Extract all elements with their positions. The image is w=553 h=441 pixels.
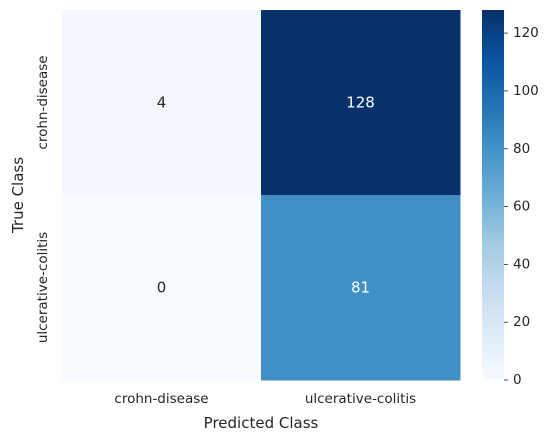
cell-annotations: 4 128 0 81	[157, 94, 375, 297]
y-axis-label: True Class	[9, 157, 27, 234]
cell-value-r0-c1: 128	[346, 94, 375, 112]
colorbar-tick-label-4: 80	[513, 141, 530, 157]
y-tick-label-0: crohn-disease	[35, 55, 51, 149]
x-tick-label-0: crohn-disease	[114, 391, 208, 407]
heatmap-cell-r1-c1	[261, 195, 461, 381]
colorbar-tick-label-0: 0	[513, 372, 522, 388]
colorbar-tick-label-1: 20	[513, 314, 530, 330]
cell-value-r1-c1: 81	[351, 279, 370, 297]
x-axis-label: Predicted Class	[204, 414, 319, 432]
heatmap-cell-r0-c0	[62, 10, 262, 196]
x-axis-tick-labels: crohn-disease ulcerative-colitis	[114, 391, 416, 407]
colorbar-tick-labels: 0 20 40 60 80 100 120	[504, 25, 539, 388]
cell-value-r1-c0: 0	[157, 279, 167, 297]
y-axis-tick-labels: crohn-disease ulcerative-colitis	[35, 55, 51, 343]
colorbar-tick-label-2: 40	[513, 256, 530, 272]
heatmap-cell-r0-c1	[261, 10, 461, 196]
y-tick-label-1: ulcerative-colitis	[35, 232, 51, 343]
colorbar-tick-label-5: 100	[513, 83, 539, 99]
heatmap-cell-r1-c0	[62, 195, 262, 381]
cell-value-r0-c0: 4	[157, 94, 167, 112]
colorbar	[482, 10, 504, 380]
heatmap-cells	[62, 10, 461, 381]
colorbar-tick-label-3: 60	[513, 199, 530, 215]
x-tick-label-1: ulcerative-colitis	[305, 391, 416, 407]
colorbar-tick-label-6: 120	[513, 25, 539, 41]
